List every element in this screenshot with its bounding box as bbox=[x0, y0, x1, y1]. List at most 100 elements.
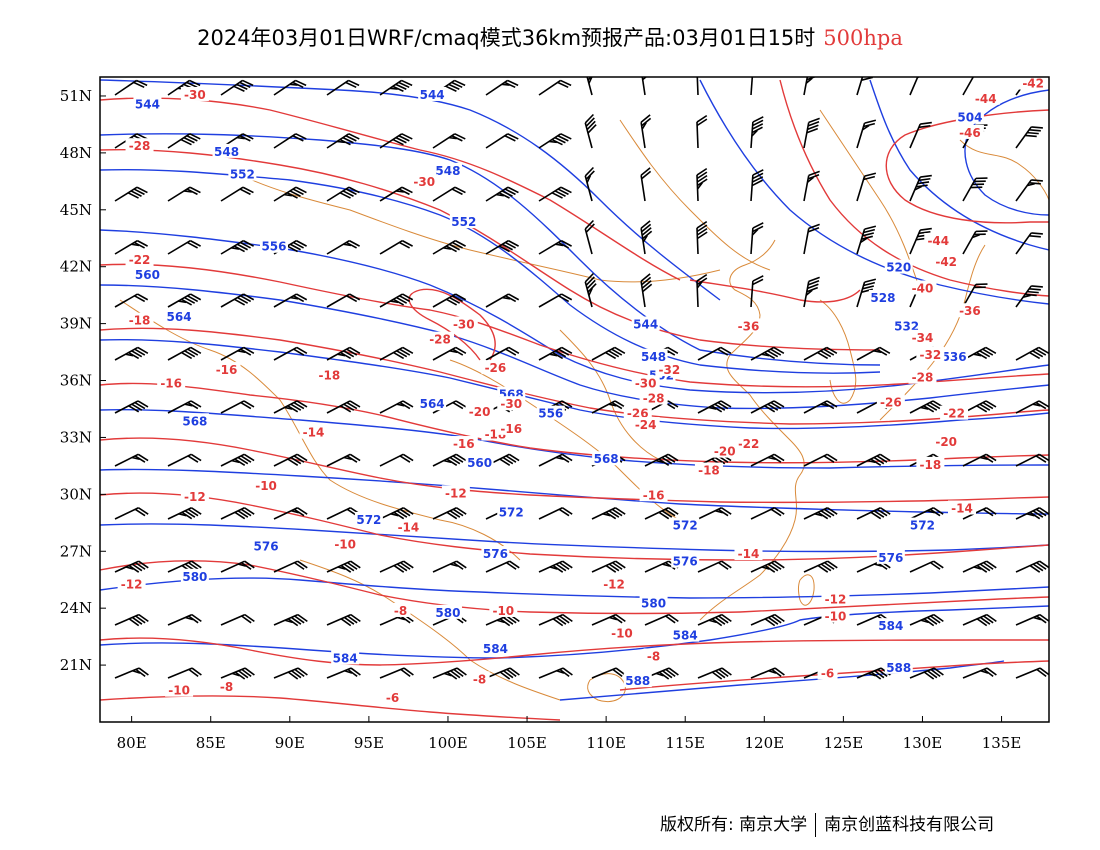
temperature-label-bg bbox=[125, 138, 154, 153]
temperature-label: -6 bbox=[386, 691, 399, 705]
coast-east-china bbox=[699, 239, 805, 621]
wind-barb bbox=[750, 169, 764, 202]
temperature-label-bg bbox=[916, 456, 945, 471]
temperature-label-bg bbox=[694, 462, 723, 477]
height-label: 556 bbox=[538, 407, 563, 421]
wind-barb bbox=[432, 293, 467, 308]
height-label-bg bbox=[671, 517, 700, 532]
wind-barb bbox=[273, 186, 307, 202]
height-label: 548 bbox=[641, 350, 666, 364]
temperature-label-bg bbox=[1019, 77, 1048, 90]
temperature-label: -10 bbox=[825, 610, 847, 624]
temperature-label-bg bbox=[449, 436, 478, 451]
lon-tick-label: 110E bbox=[586, 734, 626, 752]
wind-barb bbox=[326, 400, 361, 414]
wind-barb bbox=[856, 225, 877, 255]
wind-barb bbox=[1015, 507, 1049, 520]
wind-barb bbox=[697, 667, 732, 680]
wind-barb bbox=[856, 172, 877, 202]
height-label: 536 bbox=[942, 350, 967, 364]
height-label: 544 bbox=[420, 88, 445, 102]
wind-barb bbox=[750, 453, 785, 467]
temperature-label-bg bbox=[932, 434, 961, 449]
wind-barb bbox=[379, 133, 413, 149]
wind-barb bbox=[644, 613, 679, 626]
temperature-label: -14 bbox=[738, 547, 760, 561]
height-label: 572 bbox=[499, 505, 524, 519]
wind-barb bbox=[114, 613, 149, 627]
wind-barb bbox=[167, 133, 201, 149]
height-label: 576 bbox=[878, 551, 903, 565]
temperature-contour bbox=[100, 437, 1049, 504]
wind-barb bbox=[856, 77, 875, 96]
wind-barb bbox=[326, 133, 360, 149]
temperature-label: -20 bbox=[469, 405, 491, 419]
wind-barb bbox=[379, 560, 414, 573]
wind-barb bbox=[696, 167, 708, 202]
height-label-bg bbox=[876, 618, 905, 633]
footer-separator bbox=[815, 813, 817, 837]
height-label-bg bbox=[497, 504, 526, 519]
wind-barb bbox=[750, 560, 785, 573]
temperature-label: -20 bbox=[714, 445, 736, 459]
border-russia bbox=[959, 139, 1049, 201]
wind-barb bbox=[485, 560, 520, 573]
temperature-contour bbox=[408, 288, 496, 361]
wind-barb bbox=[696, 273, 708, 308]
wind-barb bbox=[909, 174, 932, 202]
temperature-label: -18 bbox=[920, 458, 942, 472]
temperature-label: -30 bbox=[413, 175, 435, 189]
temperature-label-bg bbox=[125, 312, 154, 327]
wind-barb bbox=[273, 79, 307, 96]
wind-barb bbox=[167, 346, 202, 361]
temperature-label-bg bbox=[481, 360, 510, 375]
wind-barb bbox=[167, 453, 202, 467]
height-label-bg bbox=[876, 549, 905, 564]
temperature-label: -10 bbox=[334, 538, 356, 552]
height-label: 572 bbox=[673, 519, 698, 533]
temperature-label: -12 bbox=[603, 577, 625, 591]
height-label-bg bbox=[884, 659, 913, 674]
wind-barb bbox=[538, 667, 573, 679]
wind-barb bbox=[273, 613, 308, 627]
border-south bbox=[299, 559, 561, 701]
wind-barb bbox=[856, 507, 891, 520]
height-label: 576 bbox=[254, 539, 279, 553]
wind-barb bbox=[273, 133, 307, 149]
height-label: 504 bbox=[957, 111, 982, 125]
wind-barb bbox=[485, 133, 519, 149]
wind-barb bbox=[909, 121, 932, 149]
wind-barb bbox=[273, 507, 308, 520]
temperature-label-bg bbox=[821, 591, 850, 606]
wind-barb bbox=[167, 293, 202, 308]
temperature-label: -44 bbox=[975, 92, 997, 106]
lat-tick-label: 24N bbox=[60, 599, 92, 617]
temperature-label: -18 bbox=[318, 369, 340, 383]
lat-tick-label: 33N bbox=[60, 428, 92, 446]
wind-barb bbox=[379, 186, 413, 202]
temperature-label: -32 bbox=[920, 348, 942, 362]
lon-tick-label: 130E bbox=[903, 734, 943, 752]
height-label: 548 bbox=[214, 145, 239, 159]
wind-barb bbox=[584, 166, 595, 202]
wind-barb bbox=[273, 453, 308, 467]
wind-barb bbox=[114, 453, 149, 467]
wind-barb bbox=[538, 613, 573, 627]
wind-barb bbox=[432, 239, 466, 255]
temperature-label-bg bbox=[165, 682, 194, 697]
height-label-bg bbox=[908, 517, 937, 532]
wind-barb bbox=[696, 220, 708, 255]
temperature-contour bbox=[100, 97, 681, 281]
temperature-label-bg bbox=[216, 678, 237, 693]
height-label-bg bbox=[639, 595, 668, 610]
temperature-label: -26 bbox=[485, 361, 507, 375]
wind-barb bbox=[538, 239, 572, 255]
wind-barb bbox=[432, 133, 466, 149]
wind-barb bbox=[273, 560, 308, 573]
wind-barb bbox=[167, 667, 202, 679]
temperature-label-bg bbox=[932, 253, 961, 268]
temperature-label-bg bbox=[180, 86, 209, 101]
height-label: 568 bbox=[182, 414, 207, 428]
wind-barb bbox=[485, 613, 520, 627]
wind-barb bbox=[1015, 179, 1043, 202]
